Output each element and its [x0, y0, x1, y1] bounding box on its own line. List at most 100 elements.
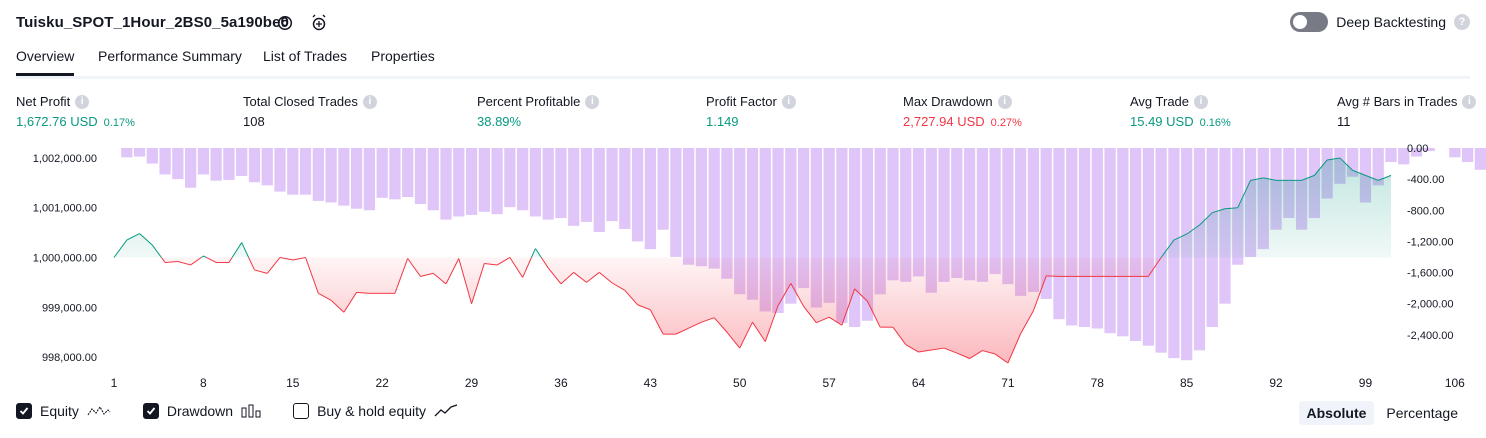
drawdown-bar — [568, 148, 580, 226]
drawdown-bar — [912, 148, 925, 277]
drawdown-bar — [721, 148, 733, 279]
info-icon[interactable]: i — [781, 94, 796, 109]
drawdown-bar — [836, 148, 848, 324]
tab-properties[interactable]: Properties — [371, 48, 435, 64]
equity-profit-area — [114, 157, 1391, 258]
right-axis-tick-label: -2,400.00 — [1407, 330, 1453, 342]
drawdown-bar — [1104, 148, 1116, 334]
drawdown-bar — [1091, 148, 1103, 329]
equity-line-segment — [113, 239, 128, 258]
equity-line-segment — [1173, 233, 1187, 241]
equity-line-segment — [228, 257, 233, 263]
equity-line-segment — [573, 272, 587, 283]
drawdown-bar — [657, 148, 669, 230]
metric-value: 11 — [1337, 114, 1351, 129]
absolute-button[interactable]: Absolute — [1298, 401, 1375, 425]
equity-line-segment — [713, 317, 728, 333]
add-alert-icon[interactable] — [309, 12, 331, 34]
trend-line-icon — [434, 404, 458, 417]
info-icon[interactable]: i — [1462, 94, 1477, 109]
equity-line-segment — [343, 292, 358, 313]
equity-line-segment — [1199, 212, 1213, 226]
tab-performance-summary[interactable]: Performance Summary — [98, 48, 242, 64]
drawdown-bar — [478, 148, 490, 212]
drawdown-bar — [465, 148, 478, 215]
drawdown-bar — [1398, 148, 1410, 165]
equity-line-segment — [522, 257, 532, 278]
drawdown-bar — [1015, 148, 1027, 296]
metric-label: Net Profit — [16, 94, 71, 109]
deep-backtesting-toggle[interactable] — [1290, 12, 1329, 32]
equity-line-segment — [675, 327, 689, 335]
drawdown-bar — [606, 148, 618, 222]
equity-line-segment — [816, 316, 830, 324]
metric-label: Percent Profitable — [477, 94, 581, 109]
left-axis-tick-label: 1,002,000.00 — [33, 153, 97, 165]
legend-drawdown[interactable]: Drawdown — [142, 403, 261, 419]
equity-checkbox[interactable] — [16, 403, 32, 419]
metric-label: Avg Trade — [1130, 94, 1190, 109]
drawdown-bar — [338, 148, 350, 206]
info-icon[interactable]: i — [1194, 94, 1209, 109]
equity-drawdown-chart[interactable]: 1,002,000.00 1,001,000.00 1,000,000.00 999,… — [0, 140, 1486, 398]
equity-line-segment — [432, 273, 447, 285]
drawdown-bar — [555, 148, 567, 219]
equity-line-segment — [1250, 177, 1264, 181]
drawdown-bar — [325, 148, 337, 203]
drawdown-bar — [874, 148, 886, 295]
drawdown-bar — [734, 148, 746, 295]
equity-line-segment — [496, 257, 511, 266]
left-axis-tick-label: 1,000,000.00 — [33, 252, 97, 264]
drawdown-bar — [887, 148, 899, 281]
legend-equity[interactable]: Equity — [16, 403, 111, 419]
equity-line-segment — [1160, 239, 1175, 258]
settings-icon[interactable] — [274, 12, 296, 34]
x-axis-tick-label: 50 — [733, 376, 747, 390]
help-icon[interactable]: ? — [1454, 14, 1470, 30]
equity-line-segment — [803, 305, 817, 323]
equity-line-segment — [1186, 224, 1200, 235]
metric-value: 2,727.94 USD — [903, 114, 985, 129]
drawdown-bar — [823, 148, 835, 303]
info-icon[interactable]: i — [75, 94, 90, 109]
drawdown-bar — [1423, 148, 1435, 152]
tab-bar: Overview Performance Summary List of Tra… — [16, 44, 1470, 79]
drawdown-bar — [1474, 148, 1486, 170]
left-axis: 1,002,000.00 1,001,000.00 1,000,000.00 999,… — [33, 153, 97, 364]
equity-line-segment — [739, 321, 753, 349]
drawdown-bar — [389, 148, 401, 200]
info-icon[interactable]: i — [997, 94, 1012, 109]
info-icon[interactable]: i — [585, 94, 600, 109]
equity-line-segment — [200, 255, 204, 258]
x-axis-tick-label: 29 — [465, 376, 479, 390]
equity-line-segment — [752, 321, 766, 342]
drawdown-bar — [376, 148, 388, 198]
info-icon[interactable]: i — [362, 94, 377, 109]
right-axis: 0.00 -400.00 -800.00 -1,200.00 -1,600.00 -2,0… — [1407, 143, 1453, 342]
equity-line-segment — [560, 272, 575, 285]
legend-buy-hold[interactable]: Buy & hold equity — [293, 403, 458, 419]
equity-line-segment — [1237, 180, 1251, 208]
equity-line-segment — [126, 233, 140, 241]
drawdown-bar — [248, 148, 261, 183]
drawdown-bar — [517, 148, 529, 211]
right-axis-tick-label: -1,600.00 — [1407, 268, 1453, 280]
drawdown-bar — [1155, 148, 1167, 353]
tab-overview[interactable]: Overview — [16, 48, 75, 76]
drawdown-bar — [146, 148, 158, 164]
percentage-button[interactable]: Percentage — [1386, 405, 1458, 421]
equity-line-segment — [540, 257, 549, 269]
equity-line-segment — [139, 233, 153, 246]
right-axis-tick-label: -400.00 — [1407, 174, 1444, 186]
drawdown-bar — [963, 148, 976, 281]
tab-list-of-trades[interactable]: List of Trades — [263, 48, 348, 64]
metric-value: 38.89% — [477, 114, 522, 129]
metric-value: 15.49 USD — [1130, 114, 1194, 129]
drawdown-checkbox[interactable] — [142, 403, 159, 419]
equity-line-segment — [1378, 174, 1392, 181]
drawdown-bar — [351, 148, 363, 209]
equity-line-segment — [841, 288, 856, 326]
drawdown-bar — [1117, 148, 1129, 337]
equity-line-segment — [248, 257, 255, 271]
buy-hold-checkbox[interactable] — [293, 403, 310, 419]
